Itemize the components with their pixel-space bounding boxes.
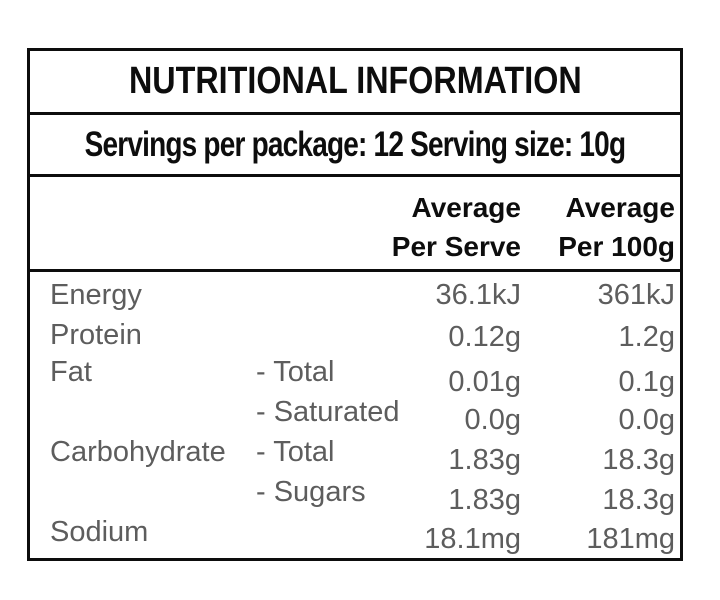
nutrient-row-protein: Protein 0.12g 1.2g (30, 315, 680, 355)
nutrient-name: Sodium (50, 515, 149, 548)
nutrient-table: Energy 36.1kJ 361kJ Protein 0.12g 1.2g F… (30, 272, 680, 558)
nutrient-name: Protein (50, 318, 142, 351)
panel-title-row: NUTRITIONAL INFORMATION (30, 51, 680, 115)
nutrient-name: Carbohydrate (50, 435, 226, 468)
panel-title: NUTRITIONAL INFORMATION (128, 60, 582, 102)
value-per-serve: 1.83g (448, 483, 521, 516)
value-per-serve: 0.12g (448, 320, 521, 353)
value-per-serve: 36.1kJ (435, 278, 521, 311)
nutrient-subtype: - Sugars (256, 475, 366, 508)
value-per-100g: 0.0g (618, 403, 675, 436)
per-100g-header-line2: Per 100g (558, 230, 675, 262)
nutrient-row-carbohydrate-total: Carbohydrate - Total 1.83g 18.3g (30, 435, 680, 476)
nutrient-name: Energy (50, 278, 142, 311)
value-per-serve: 18.1mg (424, 522, 521, 555)
nutrient-name: Fat (50, 355, 92, 388)
nutrient-row-carbohydrate-sugars: - Sugars 1.83g 18.3g (30, 475, 680, 516)
nutrient-subtype: - Total (256, 435, 335, 468)
nutrient-subtype: - Total (256, 355, 335, 388)
value-per-100g: 181mg (586, 522, 675, 555)
value-per-100g: 18.3g (602, 483, 675, 516)
per-serve-header-line2: Per Serve (391, 230, 521, 262)
value-per-100g: 0.1g (618, 365, 675, 398)
per-serve-header-line1: Average (411, 191, 521, 223)
nutrient-row-energy: Energy 36.1kJ 361kJ (30, 275, 680, 315)
nutrient-row-sodium: Sodium 18.1mg 181mg (30, 515, 680, 555)
nutrient-subtype: - Saturated (256, 395, 400, 428)
column-header-per-serve: Average Per Serve (386, 188, 521, 266)
value-per-100g: 361kJ (597, 278, 675, 311)
value-per-serve: 0.0g (464, 403, 521, 436)
servings-info: Servings per package: 12 Serving size: 1… (84, 124, 626, 164)
nutrition-information-panel: NUTRITIONAL INFORMATION Servings per pac… (27, 48, 683, 561)
servings-row: Servings per package: 12 Serving size: 1… (30, 115, 680, 177)
column-header-per-100g: Average Per 100g (521, 188, 675, 266)
nutrient-row-fat-saturated: - Saturated 0.0g 0.0g (30, 395, 680, 436)
column-header-row: Average Per Serve Average Per 100g (30, 177, 680, 272)
value-per-100g: 18.3g (602, 443, 675, 476)
per-100g-header-line1: Average (565, 191, 675, 223)
value-per-100g: 1.2g (618, 320, 675, 353)
value-per-serve: 1.83g (448, 443, 521, 476)
value-per-serve: 0.01g (448, 365, 521, 398)
nutrient-row-fat-total: Fat - Total 0.01g 0.1g (30, 355, 680, 398)
